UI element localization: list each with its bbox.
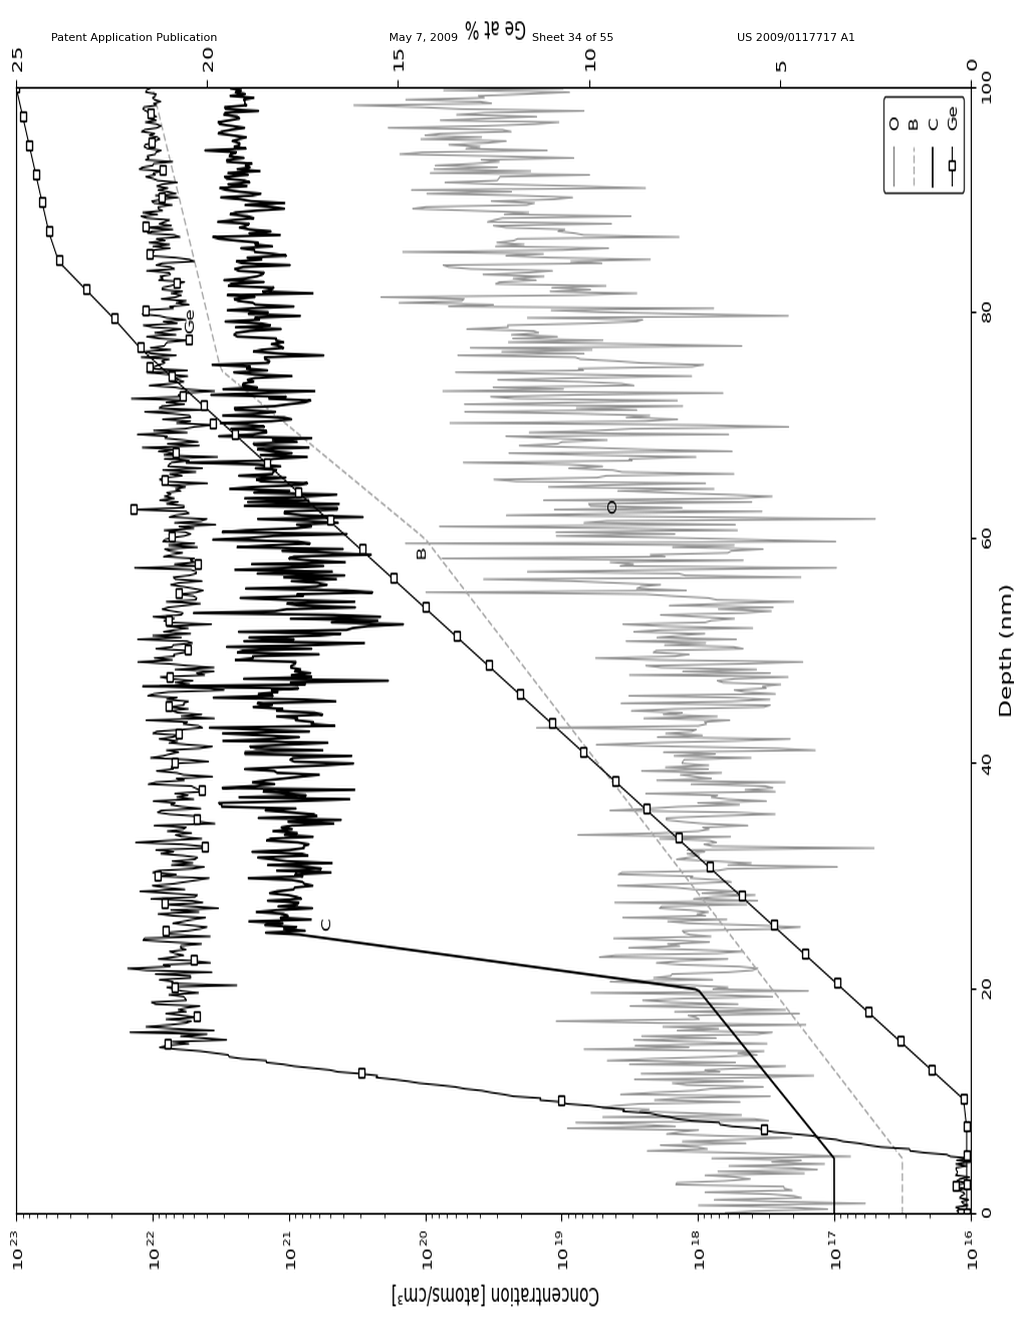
Text: May 7, 2009: May 7, 2009 <box>389 33 458 44</box>
Text: Patent Application Publication: Patent Application Publication <box>51 33 217 44</box>
Text: US 2009/0117717 A1: US 2009/0117717 A1 <box>737 33 855 44</box>
Text: Sheet 34 of 55: Sheet 34 of 55 <box>532 33 614 44</box>
